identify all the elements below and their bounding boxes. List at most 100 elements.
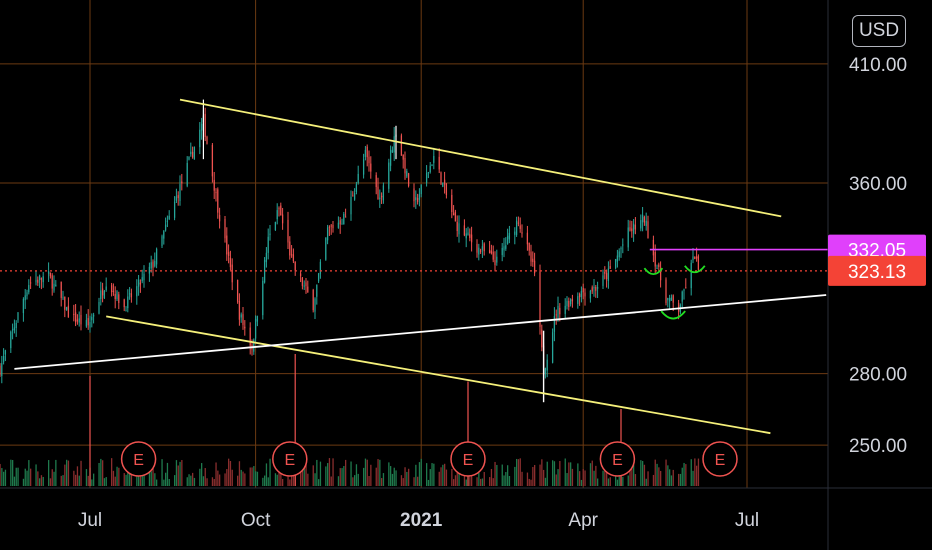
candle-body [551, 332, 554, 363]
candle-body [355, 184, 358, 192]
time-axis[interactable]: Jul Oct 2021 Apr Jul [78, 510, 759, 531]
candle-body [515, 220, 518, 235]
earnings-marker [702, 441, 738, 477]
volume-bar [287, 467, 289, 486]
candle-body [78, 318, 80, 323]
candle-body [128, 293, 131, 295]
volume-bar [206, 478, 208, 486]
candle-body [240, 314, 242, 318]
volume-bar [593, 470, 595, 486]
candle-body [578, 293, 581, 298]
volume-bar [692, 470, 694, 486]
candle-body [641, 214, 644, 223]
candle-body [292, 254, 295, 262]
earnings-label: E [612, 452, 623, 469]
volume-bar [507, 465, 509, 486]
candle-body [571, 298, 574, 302]
candle-body [496, 256, 498, 263]
volume-bar [532, 466, 534, 486]
volume-bar [75, 474, 77, 486]
volume-bar [24, 468, 26, 486]
candle-body [591, 287, 593, 292]
volume-bar [514, 466, 516, 486]
candle-body [227, 252, 230, 257]
candle-body [506, 235, 509, 244]
candle-body [382, 185, 385, 201]
volume-bar [156, 479, 158, 486]
candle-body [173, 201, 176, 218]
candle-body [301, 277, 304, 286]
candle-body [443, 179, 446, 185]
candle-body [191, 151, 194, 158]
candle-body [559, 307, 561, 315]
candle-body [415, 197, 417, 200]
volume-bar [17, 467, 19, 486]
candle-body [67, 305, 70, 318]
candle-body [568, 300, 570, 307]
candle-body [101, 288, 104, 296]
candle-body [188, 156, 190, 160]
volume-bar [143, 466, 145, 486]
candle-body [154, 260, 156, 267]
candle-body [339, 220, 341, 225]
candle-body [683, 289, 685, 291]
volume-bar [370, 464, 372, 486]
currency-button[interactable]: USD [852, 15, 906, 47]
volume-bar [571, 468, 574, 486]
candle-body [514, 231, 516, 235]
candle-body [602, 275, 604, 286]
volume-bar [557, 469, 559, 486]
candle-body [55, 284, 57, 287]
earnings-marker [272, 441, 308, 477]
candle-body [352, 195, 354, 197]
price-axis[interactable]: 410.00 360.00 280.00 250.00 [849, 55, 907, 457]
volume-bar [363, 467, 365, 486]
candle-body [456, 221, 458, 231]
volume-bar [264, 475, 266, 486]
candle-body [262, 280, 264, 316]
volume-bar [645, 478, 647, 486]
volume-bar [530, 479, 532, 486]
volume-bar [568, 462, 570, 486]
volume-bar [685, 464, 687, 486]
candle-body [98, 301, 100, 314]
volume-bar [98, 462, 100, 486]
volume-bar [438, 471, 440, 486]
volume-bar [453, 479, 455, 486]
volume-bar [670, 475, 673, 486]
candle-body [91, 316, 93, 321]
volume-bar [26, 470, 28, 486]
trendline-support [14, 294, 827, 370]
volume-bar [609, 477, 611, 486]
earnings-label: E [284, 452, 295, 469]
candle-body [15, 323, 17, 328]
volume-bar [395, 470, 397, 486]
candle-body [470, 234, 473, 243]
volume-bar [534, 464, 536, 486]
candle-body [289, 241, 291, 256]
candle-body [418, 194, 421, 200]
candle-body [118, 294, 120, 303]
volume-bar [102, 460, 104, 486]
volume-bar [267, 477, 269, 486]
volume-bar [87, 475, 89, 486]
candle-body [465, 233, 467, 239]
candle-body [670, 297, 673, 301]
volume-bar [444, 463, 446, 486]
candle-body [287, 219, 289, 243]
volume-bar [307, 473, 309, 486]
candle-body [377, 186, 379, 200]
candle-body [393, 136, 395, 153]
candle-body [566, 300, 568, 307]
volume-bar [312, 465, 314, 486]
volume-bar [658, 467, 660, 486]
candle-body [314, 298, 316, 312]
candle-body [17, 312, 19, 321]
volume-bar [316, 459, 318, 486]
candle-body [164, 224, 167, 231]
volume-bars [0, 354, 700, 486]
candle-body [658, 264, 660, 267]
volume-bar [49, 478, 52, 486]
volume-bar [375, 467, 377, 486]
